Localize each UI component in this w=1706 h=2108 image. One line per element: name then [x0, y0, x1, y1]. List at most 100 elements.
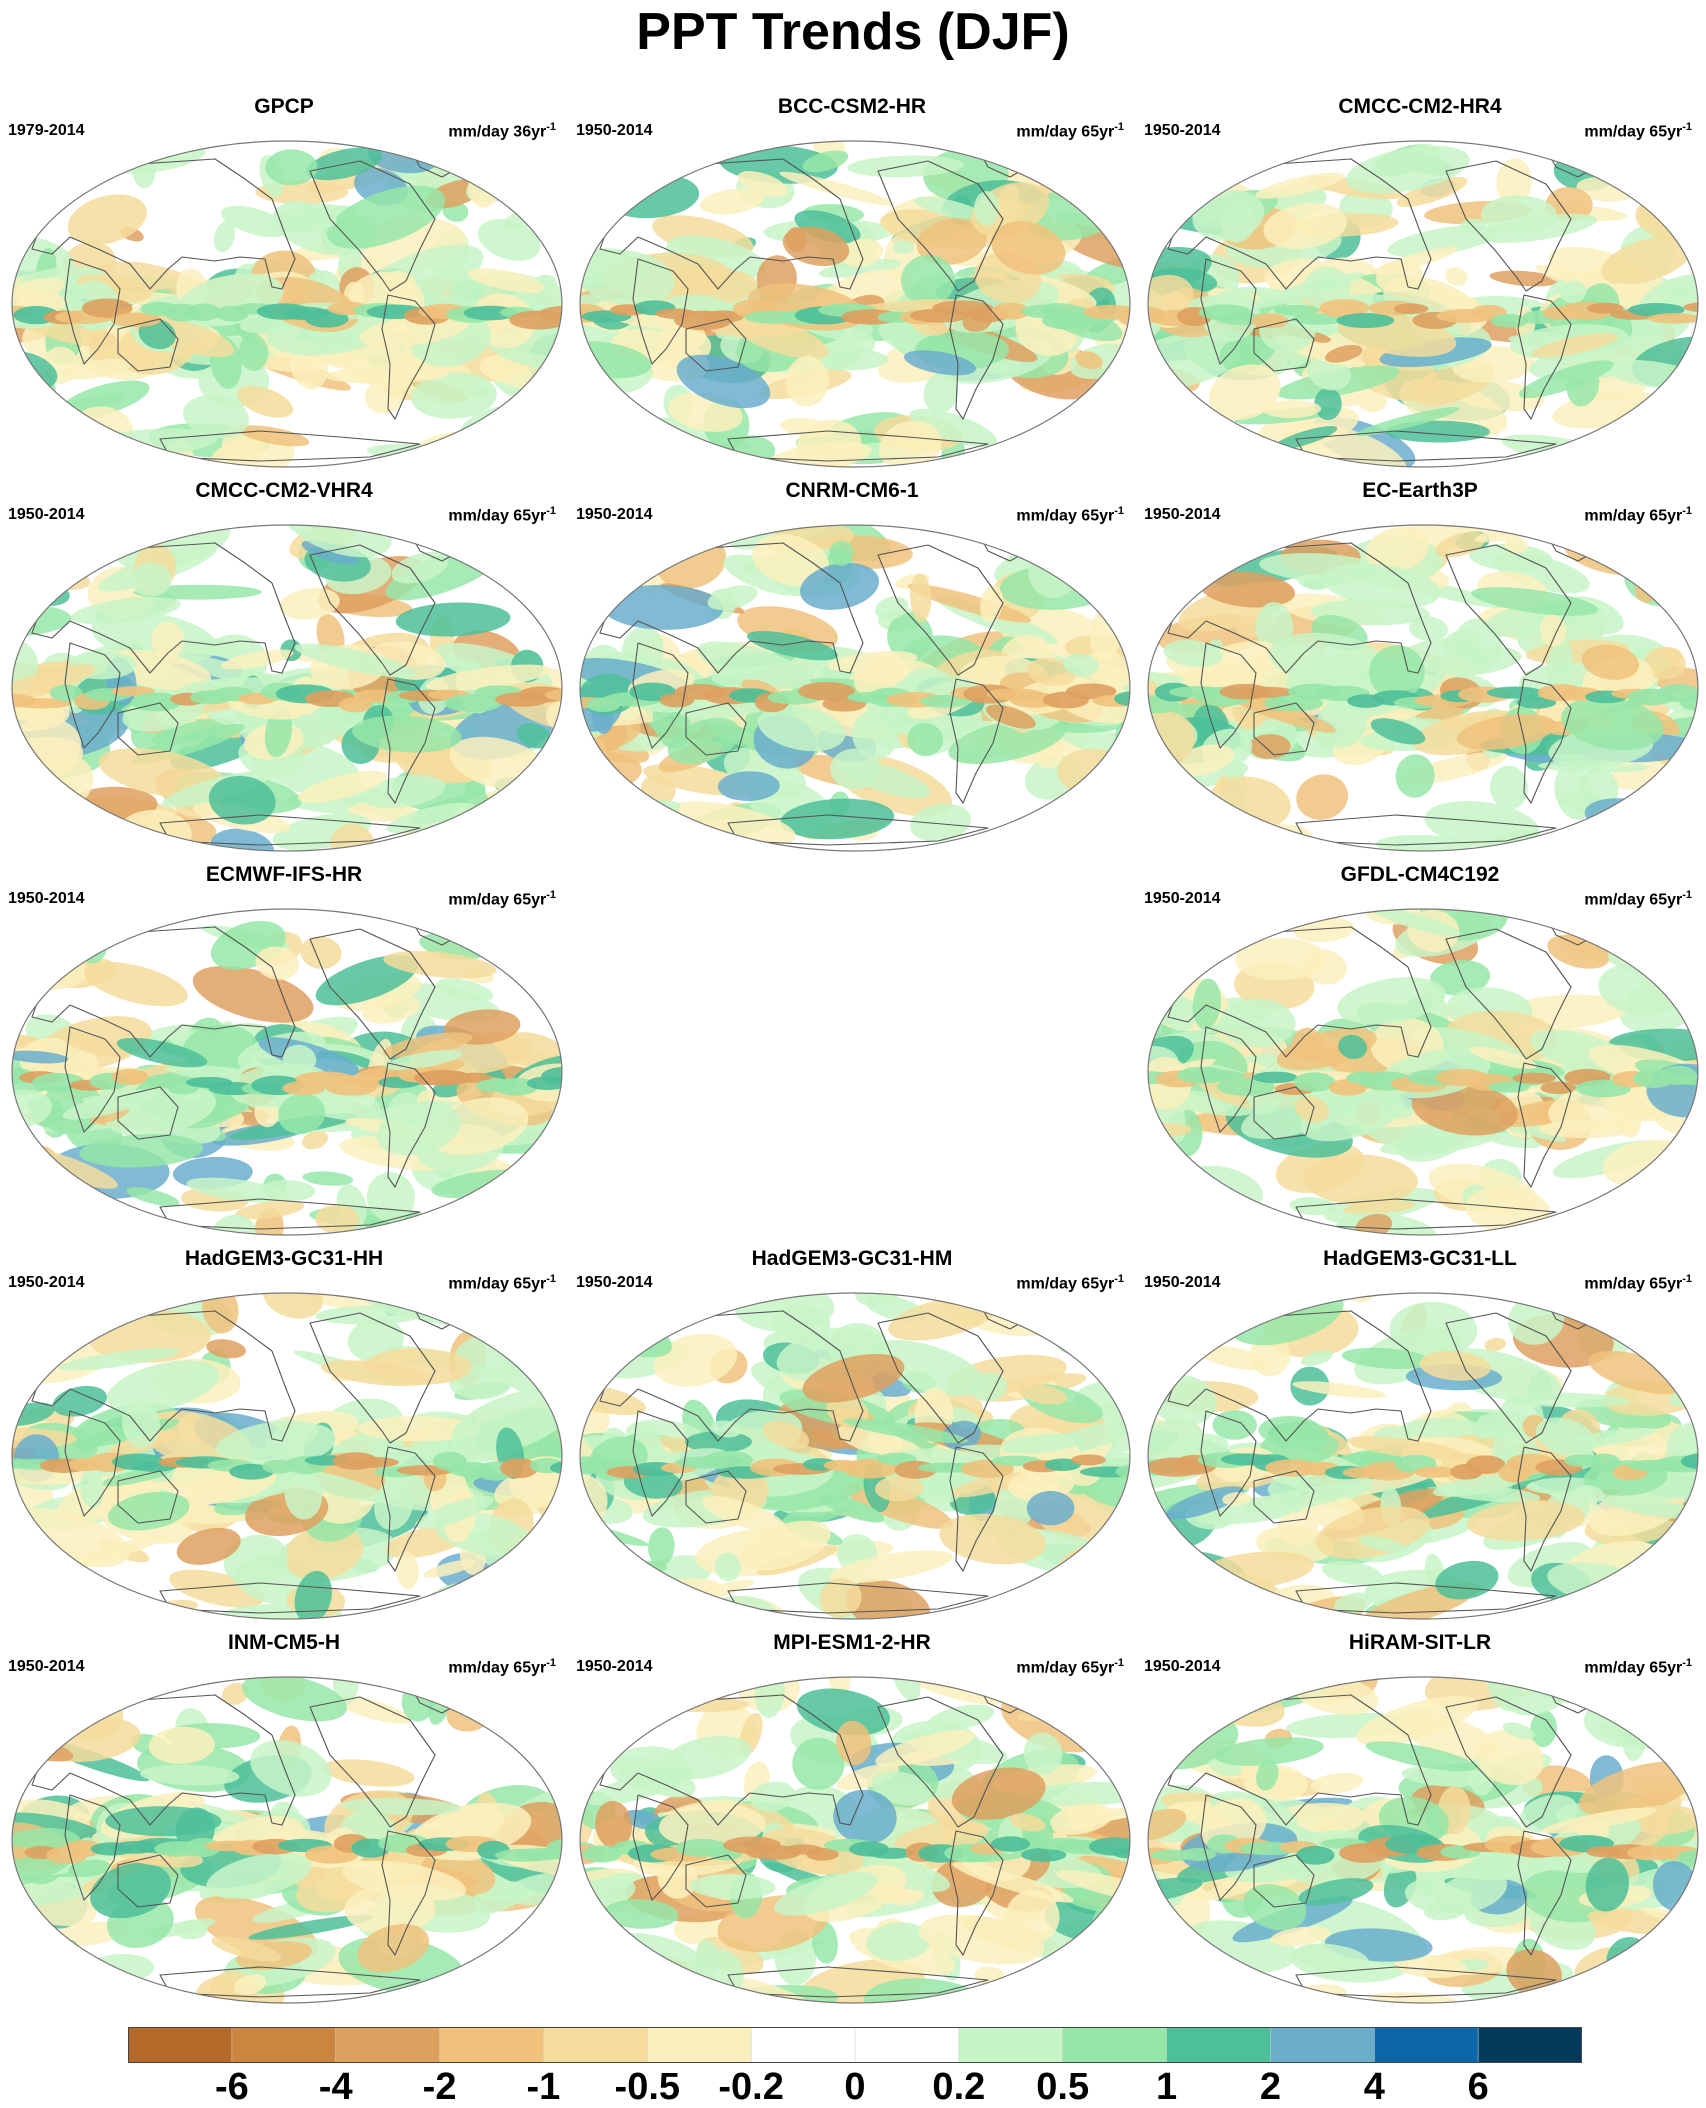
colorbar-swatch [1270, 2027, 1375, 2063]
trend-patch [357, 1923, 430, 1973]
trend-patch [737, 171, 788, 197]
trend-patch [701, 1496, 787, 1533]
trend-patch [580, 1586, 617, 1608]
trend-patch [1295, 1096, 1330, 1123]
world-map [1147, 1676, 1699, 2004]
trend-patch [1248, 734, 1291, 759]
trend-patch [1166, 997, 1197, 1032]
trend-patch [582, 1845, 622, 1863]
trend-patch [513, 1573, 562, 1619]
trend-patch [1239, 525, 1274, 551]
trend-patch [1186, 141, 1272, 154]
trend-patch [524, 1971, 562, 2003]
coastline [685, 1470, 747, 1524]
trend-patch [1432, 1473, 1525, 1497]
trend-patch [542, 1951, 562, 1976]
trend-patch [495, 910, 562, 934]
trend-field [580, 1293, 1130, 1619]
map-border [11, 524, 563, 852]
colorbar-tick-label: 4 [1363, 2066, 1385, 2108]
coastline [632, 258, 689, 365]
trend-patch [800, 562, 880, 610]
trend-patch [1148, 1808, 1187, 1842]
panel-title: GPCP [254, 95, 314, 118]
trend-patch [1574, 1485, 1605, 1503]
trend-patch [827, 651, 918, 673]
coastline [64, 1410, 121, 1517]
trend-patch [1148, 141, 1169, 176]
trend-patch [1623, 141, 1681, 169]
coastline [1517, 1062, 1572, 1188]
map-panel: HadGEM3-GC31-LL 1950-2014 mm/day 65yr-1 [1136, 1247, 1704, 1627]
trend-patch [74, 1216, 158, 1235]
trend-patch [818, 258, 901, 279]
coastline [117, 1470, 179, 1524]
trend-patch [1115, 1322, 1130, 1344]
trend-patch [81, 1604, 172, 1619]
colorbar-tick-label: 6 [1467, 2066, 1489, 2108]
trend-patch [1365, 526, 1429, 573]
trend-patch [1222, 1492, 1251, 1506]
colorbar-swatch [855, 2027, 960, 2063]
trend-patch [939, 1513, 1046, 1565]
trend-patch [280, 525, 392, 558]
trend-patch [176, 1527, 241, 1565]
trend-patch [453, 909, 486, 938]
trend-patch [1148, 1308, 1189, 1365]
trend-patch [1111, 1846, 1130, 1859]
trend-patch [1000, 1433, 1084, 1454]
trend-patch [1541, 1807, 1658, 1834]
trend-patch [1148, 909, 1249, 954]
trend-patch [12, 948, 71, 968]
trend-patch [21, 1310, 55, 1340]
panel-units: mm/day 65yr-1 [1584, 1273, 1692, 1293]
trend-patch [595, 1800, 633, 1849]
trend-patch [213, 221, 235, 253]
trend-patch [1505, 1392, 1630, 1408]
trend-patch [583, 1313, 609, 1333]
trend-patch [1471, 587, 1599, 616]
trend-patch [1589, 909, 1648, 940]
trend-patch [58, 1348, 180, 1371]
trend-patch [1647, 1293, 1698, 1321]
trend-patch [1093, 666, 1130, 688]
world-map [1147, 524, 1699, 852]
trend-patch [631, 1293, 711, 1317]
trend-patch [689, 1873, 776, 1900]
trend-patch [12, 1089, 53, 1129]
trend-patch [1387, 225, 1500, 258]
trend-patch [580, 141, 645, 169]
trend-patch [1474, 1421, 1512, 1439]
coastline [632, 642, 689, 749]
trend-patch [366, 443, 491, 464]
trend-patch [545, 363, 562, 406]
coastline [949, 1830, 1004, 1956]
trend-patch [130, 562, 172, 597]
panel-units: mm/day 65yr-1 [448, 505, 556, 525]
trend-patch [1656, 1321, 1698, 1336]
trend-patch [1560, 280, 1587, 304]
trend-patch [1548, 525, 1633, 544]
trend-patch [1290, 1677, 1312, 1687]
trend-patch [206, 1339, 246, 1359]
trend-patch [580, 819, 656, 851]
trend-patch [1444, 267, 1468, 286]
trend-patch [320, 1360, 433, 1387]
trend-patch [234, 1973, 267, 1995]
trend-patch [588, 437, 684, 467]
trend-patch [1540, 1081, 1577, 1095]
trend-patch [474, 824, 553, 851]
coastline [64, 258, 121, 365]
trend-patch [1490, 314, 1529, 328]
trend-patch [1195, 1344, 1272, 1371]
trend-patch [58, 380, 150, 419]
trend-patch [464, 1293, 517, 1328]
trend-patch [438, 1993, 466, 2003]
trend-patch [1148, 1293, 1213, 1332]
trend-patch [1531, 333, 1619, 358]
panel-title: GFDL-CM4C192 [1340, 863, 1500, 886]
trend-patch [515, 1981, 542, 2003]
trend-patch [12, 922, 66, 973]
trend-patch [747, 631, 838, 661]
colorbar-swatch [543, 2027, 648, 2063]
